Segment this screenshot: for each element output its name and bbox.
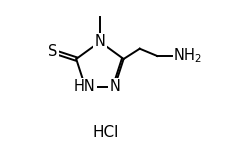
Text: HCl: HCl xyxy=(93,125,119,140)
Text: N: N xyxy=(94,34,105,49)
Text: HN: HN xyxy=(74,79,95,94)
Text: N: N xyxy=(110,79,120,94)
Text: NH$_2$: NH$_2$ xyxy=(173,47,202,65)
Text: S: S xyxy=(48,44,57,59)
